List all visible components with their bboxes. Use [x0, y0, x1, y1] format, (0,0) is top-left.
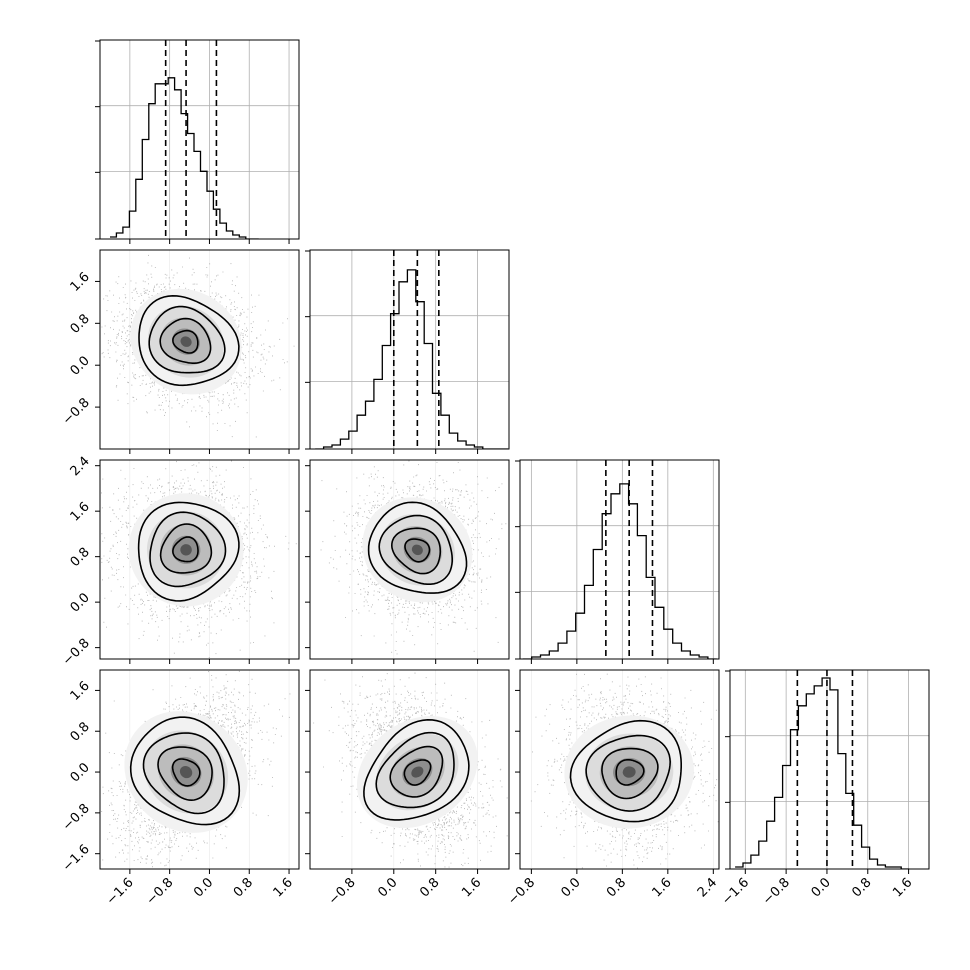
panel-frame	[309, 249, 510, 450]
contour-line-1	[389, 745, 444, 798]
contour-line-0	[403, 759, 432, 786]
scatter-panel-2-1	[305, 459, 510, 664]
contour-line-2	[378, 514, 453, 585]
x-tick-label: 0.8	[231, 875, 256, 900]
density-fill-4	[622, 766, 636, 778]
y-tick-label: 0.0	[68, 760, 93, 785]
contour-line-3	[137, 501, 240, 602]
panel-frame	[519, 669, 720, 870]
scatter-panel-3-1: −0.8 0.0 0.8 1.6	[305, 669, 510, 908]
y-tick-label: 0.8	[68, 312, 93, 337]
contour-line-1	[157, 746, 213, 802]
histogram-step-line	[110, 77, 259, 239]
contour-line-3	[138, 294, 240, 387]
x-tick-label: −1.6	[104, 875, 137, 908]
panel-frame	[99, 249, 300, 450]
contour-line-2	[375, 731, 455, 809]
contour-line-1	[390, 527, 442, 575]
x-tick-label: 0.0	[558, 875, 583, 900]
contour-line-2	[142, 732, 225, 815]
y-tick-label: 1.6	[68, 270, 93, 295]
histogram-panel-1	[305, 249, 510, 454]
y-tick-label: −1.6	[60, 842, 93, 875]
histogram-panel-2	[515, 459, 720, 664]
x-tick-label: 0.8	[604, 875, 629, 900]
x-tick-label: −0.8	[760, 875, 793, 908]
x-tick-label: −0.8	[326, 875, 359, 908]
contour-line-0	[172, 329, 199, 354]
y-tick-label: 0.0	[68, 590, 93, 615]
y-tick-label: 2.4	[68, 454, 93, 479]
histogram-step-line	[522, 483, 717, 659]
contour-line-2	[585, 734, 672, 812]
contour-line-0	[171, 758, 201, 787]
x-tick-label: 1.6	[459, 875, 484, 900]
x-tick-label: −0.8	[505, 875, 538, 908]
histogram-panel-3: −1.6 −0.8 0.0 0.8 1.6	[719, 669, 930, 908]
y-tick-label: 0.8	[68, 719, 93, 744]
x-tick-label: 0.0	[375, 875, 400, 900]
y-tick-label: 0.0	[68, 353, 93, 378]
histogram-step-line	[315, 269, 508, 449]
x-tick-label: 0.0	[809, 875, 834, 900]
contour-line-1	[159, 317, 212, 364]
contour-line-0	[615, 759, 645, 786]
x-tick-label: −1.6	[719, 875, 752, 908]
x-tick-label: 0.8	[849, 875, 874, 900]
histogram-panel-0	[95, 39, 300, 244]
x-tick-label: 1.6	[649, 875, 674, 900]
y-tick-label: −0.8	[60, 801, 93, 834]
y-tick-label: 1.6	[68, 679, 93, 704]
x-tick-label: 1.6	[271, 875, 296, 900]
scatter-panel-2-0: −0.8 0.0 0.8 1.6 2.4	[60, 454, 300, 669]
contour-line-0	[404, 538, 431, 563]
density-fill-4	[180, 336, 192, 347]
contour-line-0	[172, 536, 199, 563]
x-tick-label: 1.6	[890, 875, 915, 900]
x-tick-label: 0.8	[417, 875, 442, 900]
scatter-panel-3-2: −0.8 0.0 0.8 1.6 2.4	[505, 669, 720, 908]
x-tick-label: −0.8	[144, 875, 177, 908]
scatter-panel-3-0: −1.6 −0.8 0.0 0.8 1.6−1.6−0.80.00.81.6	[60, 669, 300, 908]
y-tick-label: 1.6	[68, 499, 93, 524]
density-fill-4	[180, 544, 192, 556]
density-fill-4	[179, 765, 193, 779]
panel-frame	[729, 669, 930, 870]
contour-line-3	[569, 719, 682, 823]
panel-frame	[309, 669, 510, 870]
x-tick-label: 2.4	[695, 875, 720, 900]
density-fill-4	[411, 766, 424, 778]
contour-line-1	[159, 523, 213, 574]
contour-line-3	[363, 718, 470, 821]
y-tick-label: −0.8	[60, 395, 93, 428]
panel-frame	[99, 669, 300, 870]
panel-frame	[99, 459, 300, 660]
panel-frame	[99, 39, 300, 240]
contour-line-2	[148, 305, 226, 374]
contour-line-1	[601, 747, 659, 800]
panel-frame	[519, 459, 720, 660]
panel-frame	[309, 459, 510, 660]
y-tick-label: 0.8	[68, 545, 93, 570]
scatter-panel-1-0: −0.8 0.0 0.8 1.6	[60, 249, 300, 454]
density-fill-4	[411, 544, 423, 556]
y-tick-label: −0.8	[60, 636, 93, 669]
histogram-step-line	[735, 677, 910, 869]
contour-line-3	[129, 716, 241, 826]
contour-line-2	[149, 511, 227, 588]
contour-line-3	[367, 501, 468, 594]
x-tick-label: 0.0	[191, 875, 216, 900]
